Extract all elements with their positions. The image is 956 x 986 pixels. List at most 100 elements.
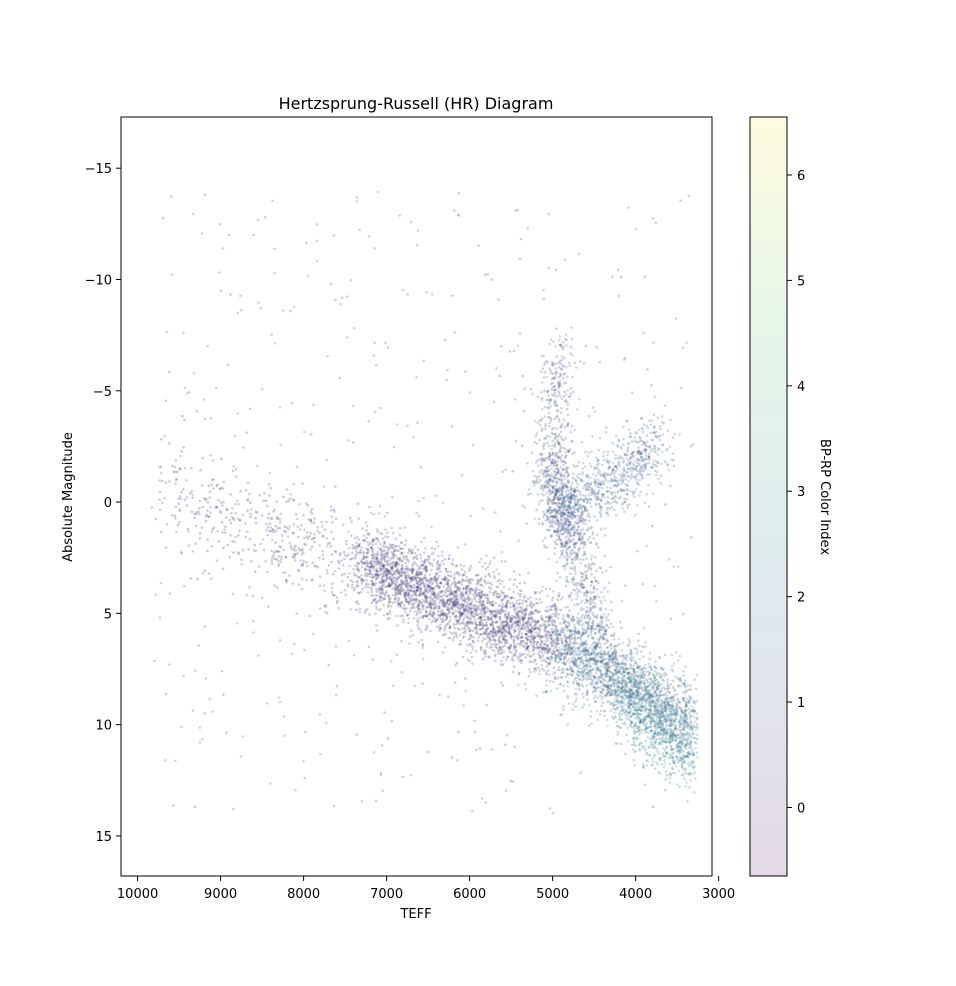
- star-point: [620, 649, 624, 652]
- star-point: [275, 558, 278, 561]
- star-point: [366, 548, 370, 551]
- star-point: [507, 611, 511, 615]
- star-point: [475, 626, 479, 629]
- star-point: [528, 660, 531, 664]
- star-point: [447, 611, 451, 615]
- star-point: [629, 653, 633, 656]
- star-point: [557, 591, 561, 595]
- star-point: [355, 535, 359, 539]
- star-point: [283, 525, 287, 528]
- star-point: [547, 673, 551, 677]
- star-point: [685, 714, 689, 718]
- star-point: [443, 578, 447, 582]
- star-point: [380, 576, 384, 579]
- star-point: [336, 559, 340, 563]
- star-point: [402, 603, 406, 607]
- star-point: [689, 709, 693, 713]
- star-point: [542, 642, 546, 646]
- star-point: [486, 598, 490, 601]
- star-point: [538, 625, 542, 629]
- star-point: [206, 501, 210, 504]
- star-point: [510, 634, 514, 638]
- star-point: [246, 530, 249, 534]
- star-point: [521, 623, 525, 627]
- star-point: [332, 508, 336, 511]
- star-point: [688, 694, 691, 698]
- star-point: [314, 564, 318, 568]
- star-point: [310, 579, 314, 582]
- star-point: [390, 571, 393, 575]
- star-point: [392, 563, 395, 567]
- star-point: [575, 682, 579, 686]
- star-point: [514, 610, 518, 614]
- star-point: [489, 642, 493, 646]
- star-point: [587, 633, 590, 637]
- star-point: [278, 545, 281, 548]
- star-point: [479, 615, 483, 619]
- star-point: [438, 606, 442, 609]
- star-point: [376, 558, 379, 562]
- star-point: [509, 634, 513, 637]
- star-point: [468, 592, 472, 596]
- star-point: [582, 703, 586, 706]
- star-point: [425, 609, 428, 613]
- star-point: [495, 568, 498, 571]
- star-point: [518, 589, 522, 592]
- star-point: [329, 544, 333, 548]
- star-point: [544, 672, 548, 676]
- star-point: [695, 741, 698, 745]
- star-point: [494, 652, 497, 656]
- star-point: [441, 620, 445, 623]
- star-point: [480, 583, 483, 587]
- star-point: [398, 533, 402, 537]
- star-point: [426, 554, 430, 558]
- star-point: [481, 607, 485, 611]
- star-point: [209, 511, 212, 515]
- star-point: [437, 564, 441, 567]
- star-point: [387, 535, 390, 539]
- star-point: [420, 638, 424, 642]
- star-point: [621, 666, 624, 669]
- star-point: [503, 596, 507, 600]
- star-point: [369, 572, 372, 576]
- star-point: [396, 571, 400, 574]
- star-point: [400, 600, 404, 604]
- star-point: [238, 518, 242, 522]
- star-point: [457, 581, 461, 584]
- star-point: [396, 549, 400, 552]
- star-point: [391, 587, 395, 590]
- star-point: [411, 570, 414, 574]
- star-point: [468, 602, 472, 606]
- star-point: [374, 598, 377, 601]
- star-point: [363, 539, 367, 542]
- star-point: [397, 589, 400, 592]
- star-point: [176, 523, 180, 527]
- star-point: [643, 673, 646, 677]
- star-point: [403, 607, 406, 610]
- star-point: [280, 555, 284, 558]
- star-point: [467, 579, 470, 582]
- star-point: [357, 591, 361, 595]
- star-point: [504, 604, 507, 608]
- star-point: [490, 622, 493, 625]
- star-point: [530, 629, 534, 633]
- star-point: [313, 540, 316, 544]
- star-point: [548, 648, 551, 651]
- star-point: [356, 562, 359, 565]
- star-point: [581, 706, 584, 709]
- star-point: [492, 574, 496, 578]
- star-point: [668, 696, 672, 699]
- star-point: [405, 585, 408, 588]
- star-point: [516, 633, 520, 637]
- star-point: [405, 579, 409, 583]
- star-point: [562, 621, 566, 625]
- star-point: [279, 512, 283, 516]
- star-point: [397, 592, 401, 596]
- star-point: [487, 615, 490, 619]
- star-point: [200, 484, 204, 487]
- star-point: [535, 641, 538, 645]
- star-point: [351, 551, 354, 555]
- star-point: [377, 573, 380, 577]
- star-point: [453, 597, 457, 601]
- star-point: [591, 662, 594, 666]
